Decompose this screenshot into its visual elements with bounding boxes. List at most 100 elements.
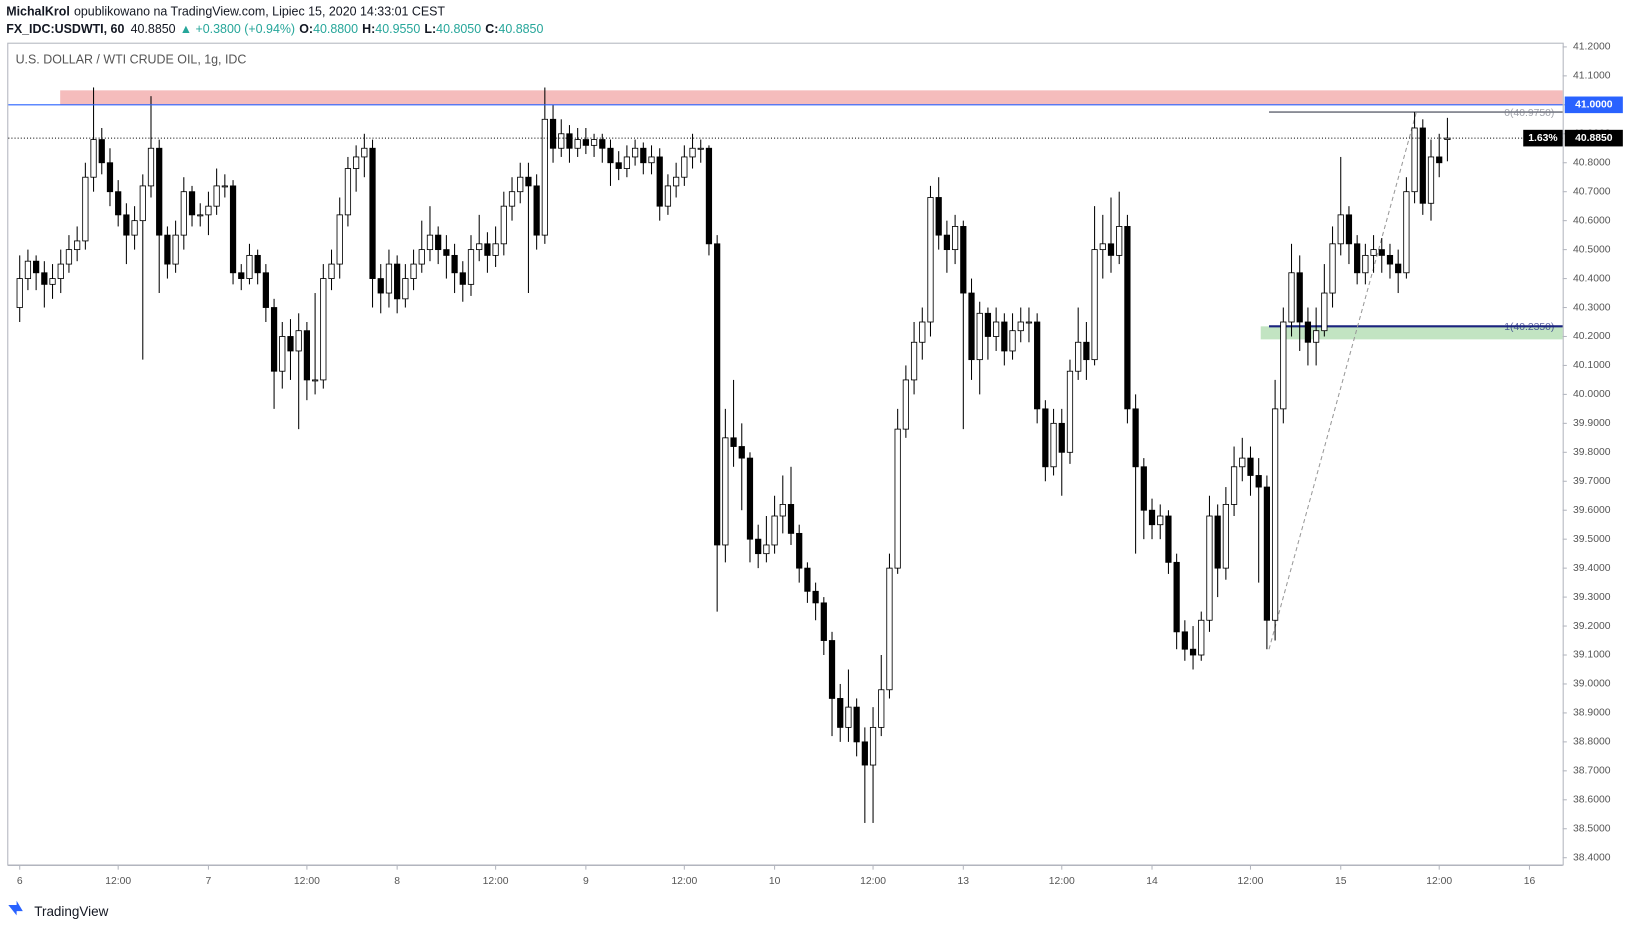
candle-body xyxy=(533,185,540,236)
candle-body xyxy=(24,260,32,279)
candle-body xyxy=(1378,249,1385,256)
candle-body xyxy=(968,292,975,361)
candle-body xyxy=(1255,475,1262,488)
price-label: 40.8850 xyxy=(1575,133,1613,144)
candle-body xyxy=(279,336,286,372)
y-tick-label: 39.6000 xyxy=(1573,505,1611,516)
chart-title: U.S. DOLLAR / WTI CRUDE OIL, 1g, IDC xyxy=(16,53,247,67)
y-tick-label: 38.6000 xyxy=(1573,795,1611,806)
candle-body xyxy=(1354,243,1361,274)
candle-body xyxy=(394,263,401,300)
candle-body xyxy=(631,147,639,158)
symbol: FX_IDC:USDWTI, 60 xyxy=(6,23,124,37)
candle-body xyxy=(1280,321,1287,410)
logo: TradingView xyxy=(8,900,109,919)
candle-body xyxy=(894,428,901,569)
candle-body xyxy=(861,741,868,766)
candle-body xyxy=(74,240,81,251)
author: MichalKrol xyxy=(6,5,70,19)
x-tick-label: 9 xyxy=(583,876,589,887)
x-tick-label: 13 xyxy=(958,876,970,887)
candle-body xyxy=(238,272,245,279)
x-tick-label: 12:00 xyxy=(483,876,509,887)
y-tick-label: 39.1000 xyxy=(1573,650,1611,661)
candle-body xyxy=(270,307,278,372)
candle-body xyxy=(1419,127,1426,204)
y-tick-label: 40.2000 xyxy=(1573,331,1611,342)
candle-body xyxy=(1247,457,1254,476)
y-tick-label: 39.9000 xyxy=(1573,418,1611,429)
low: 40.8050 xyxy=(436,23,481,37)
candle-body xyxy=(1271,408,1279,621)
candle-body xyxy=(869,726,877,766)
candle-body xyxy=(49,278,56,285)
candle-body xyxy=(574,139,581,149)
header-line: MichalKrol opublikowano na TradingView.co… xyxy=(6,5,445,19)
candle-body xyxy=(771,515,778,546)
y-tick-label: 41.1000 xyxy=(1573,71,1611,82)
candle-body xyxy=(1288,272,1295,323)
candle-body xyxy=(1181,631,1188,650)
candle-body xyxy=(123,214,130,236)
candle-body xyxy=(1206,515,1213,621)
y-tick-label: 40.7000 xyxy=(1573,186,1611,197)
candle-body xyxy=(205,205,212,216)
candle-body xyxy=(1017,321,1024,332)
candle-body xyxy=(344,168,352,216)
candle-body xyxy=(1304,321,1312,343)
candle-body xyxy=(1124,226,1131,410)
candle-body xyxy=(1075,341,1082,372)
candle-body xyxy=(1214,515,1221,569)
candle-body xyxy=(295,330,302,352)
y-tick-label: 40.5000 xyxy=(1573,244,1611,255)
candle-body xyxy=(1009,330,1016,352)
candle-body xyxy=(681,156,688,178)
x-tick-label: 16 xyxy=(1524,876,1536,887)
candle-body xyxy=(779,504,786,517)
candle-body xyxy=(673,176,680,187)
candle-body xyxy=(369,147,376,279)
x-tick-label: 12:00 xyxy=(294,876,320,887)
open-label: O: xyxy=(299,23,313,37)
candle-body xyxy=(492,243,499,256)
candle-body xyxy=(656,156,663,207)
candle-body xyxy=(147,147,155,187)
candle-body xyxy=(615,162,622,169)
zone xyxy=(1260,326,1563,340)
candle-body xyxy=(508,191,516,207)
candle-body xyxy=(738,446,745,459)
x-tick-label: 12:00 xyxy=(105,876,131,887)
candle-body xyxy=(951,226,959,251)
candle-body xyxy=(1370,249,1377,256)
candle-body xyxy=(1140,466,1147,511)
candle-body xyxy=(845,706,852,728)
candle-body xyxy=(623,156,631,169)
candle-body xyxy=(221,185,228,188)
candle-body xyxy=(1436,156,1443,164)
candle-body xyxy=(828,640,836,699)
candle-body xyxy=(943,234,951,251)
y-tick-label: 39.5000 xyxy=(1573,534,1611,545)
candle-body xyxy=(804,567,811,592)
y-tick-label: 38.5000 xyxy=(1573,823,1611,834)
candle-body xyxy=(476,243,483,251)
x-tick-label: 12:00 xyxy=(860,876,886,887)
x-tick-label: 12:00 xyxy=(671,876,697,887)
fib-label: 1(40.2350) xyxy=(1504,322,1554,333)
candle-body xyxy=(229,185,237,274)
candle-body xyxy=(566,133,573,149)
candle-body xyxy=(541,118,548,236)
candle-body xyxy=(1091,249,1098,361)
candle-body xyxy=(1230,466,1238,505)
candle-body xyxy=(902,379,909,430)
candle-body xyxy=(812,590,819,604)
candle-body xyxy=(1395,263,1402,274)
candle-body xyxy=(131,220,138,236)
y-tick-label: 38.9000 xyxy=(1573,708,1611,719)
candle-body xyxy=(287,336,294,352)
candle-body xyxy=(1362,254,1369,274)
candle-body xyxy=(246,254,253,279)
candle-body xyxy=(517,176,524,193)
y-tick-label: 39.0000 xyxy=(1573,679,1611,690)
candle-body xyxy=(98,139,105,164)
